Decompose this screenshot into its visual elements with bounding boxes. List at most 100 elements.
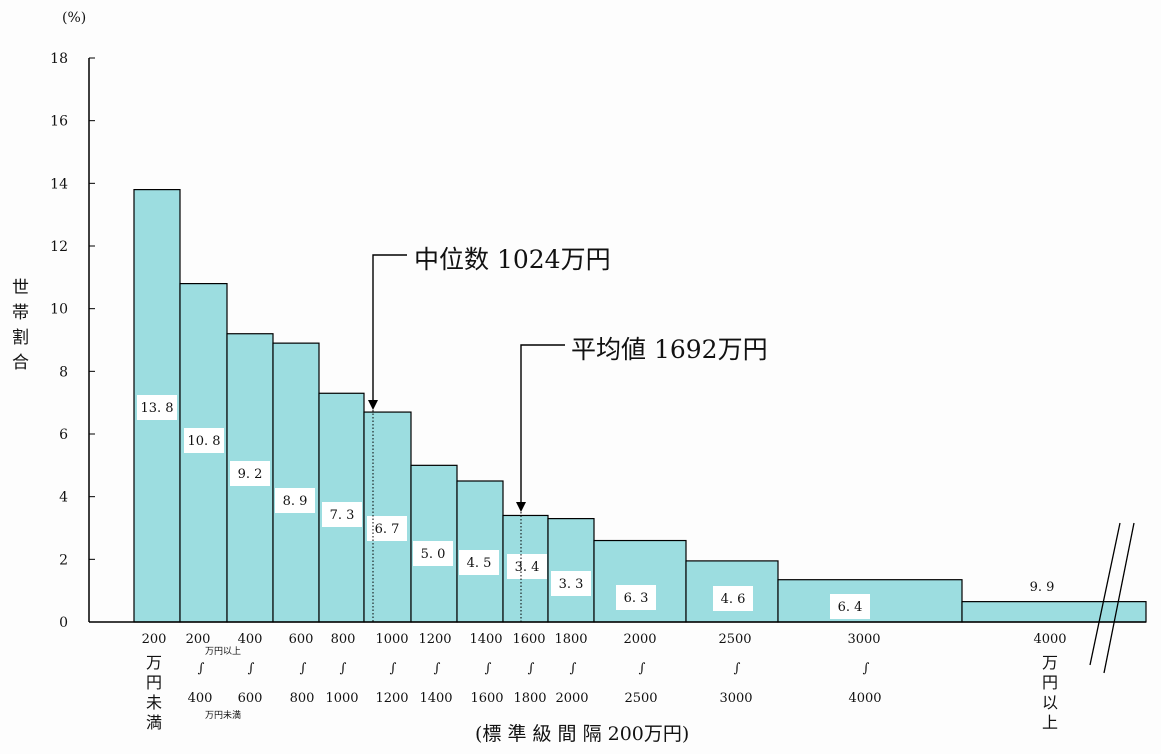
y-axis-label: 世帯割合 xyxy=(8,278,29,378)
data-label-box xyxy=(322,502,362,527)
x-tick-label-top: 600 xyxy=(289,632,314,647)
data-label-box xyxy=(275,488,315,513)
data-label: 13. 8 xyxy=(140,401,173,416)
data-label-box xyxy=(137,395,177,420)
bar xyxy=(272,342,320,623)
x-tick-label-top: 800 xyxy=(331,632,356,647)
x-tick-label-top: 200 xyxy=(142,632,167,647)
x-tick-label-bottom: 1600 xyxy=(470,691,503,706)
mean-label: 平均値 1692万円 xyxy=(571,335,768,364)
x-tick-label-bottom: 2500 xyxy=(624,691,657,706)
data-label: 10. 8 xyxy=(187,434,220,449)
y-tick-label: 8 xyxy=(59,364,68,380)
bars xyxy=(133,189,1147,623)
y-tick-label: 12 xyxy=(50,239,68,255)
x-tick-label-vertical-char: 円 xyxy=(146,673,162,692)
x-tick-note: 万円未満 xyxy=(205,709,241,721)
x-tick-label-top: 3000 xyxy=(847,632,880,647)
range-wiggle-icon: ∫ xyxy=(734,661,741,676)
x-tick-label-vertical-char: 満 xyxy=(146,713,162,732)
x-tick-labels: 200万円未満200∫400万円以上万円未満400∫600600∫800800∫… xyxy=(142,632,1067,732)
x-tick-note: 万円以上 xyxy=(205,646,241,657)
x-tick-label-vertical-char: 万 xyxy=(146,653,162,672)
range-wiggle-icon: ∫ xyxy=(485,661,492,676)
data-label: 9. 9 xyxy=(1030,580,1055,595)
data-label-box xyxy=(367,516,407,541)
y-tick-label: 2 xyxy=(59,552,68,568)
data-label: 3. 4 xyxy=(515,560,540,575)
x-tick-label-bottom: 1400 xyxy=(419,691,452,706)
mean-arrowhead xyxy=(516,502,526,512)
y-tick-label: 6 xyxy=(59,427,68,443)
y-tick-label: 0 xyxy=(59,615,68,631)
range-wiggle-icon: ∫ xyxy=(390,661,397,676)
range-wiggle-icon: ∫ xyxy=(863,661,870,676)
x-tick-label-top: 1400 xyxy=(469,632,502,647)
data-label: 3. 3 xyxy=(559,577,584,592)
x-tick-label-vertical-char: 万 xyxy=(1042,653,1058,672)
x-tick-label-bottom: 800 xyxy=(290,691,315,706)
median-arrowhead xyxy=(368,400,378,410)
y-axis-ticks: 0 2 4 6 8 10 12 14 16 18 xyxy=(50,51,95,631)
range-wiggle-icon: ∫ xyxy=(434,661,441,676)
data-label: 4. 5 xyxy=(467,556,492,571)
data-label-box xyxy=(616,585,656,610)
data-label-box xyxy=(184,428,224,453)
median-arrow xyxy=(372,254,407,402)
range-wiggle-icon: ∫ xyxy=(639,661,646,676)
x-tick-label-top: 1000 xyxy=(375,632,408,647)
x-tick-label-bottom: 4000 xyxy=(848,691,881,706)
x-tick-label-top: 200 xyxy=(186,632,211,647)
x-tick-label-bottom: 1800 xyxy=(513,691,546,706)
x-tick-label-vertical-char: 以 xyxy=(1042,693,1058,712)
range-wiggle-icon: ∫ xyxy=(570,661,577,676)
data-label-box xyxy=(713,586,753,611)
data-label-box xyxy=(830,594,870,619)
x-tick-label-top: 400 xyxy=(238,632,263,647)
range-wiggle-icon: ∫ xyxy=(300,661,307,676)
y-tick-label: 18 xyxy=(50,51,68,67)
x-tick-label-top: 2000 xyxy=(623,632,656,647)
data-labels: 13. 8 10. 8 9. 2 8. 9 7. 3 6. 7 5. 0 4. 5 3. 4 3.… xyxy=(137,395,1054,619)
data-label-box xyxy=(459,550,499,575)
mean-annotation: 平均値 1692万円 xyxy=(516,335,768,622)
x-tick-label-top: 1600 xyxy=(512,632,545,647)
y-tick-label: 14 xyxy=(50,176,68,192)
x-tick-label-vertical-char: 上 xyxy=(1042,713,1058,732)
x-tick-label-top: 2500 xyxy=(718,632,751,647)
data-label-box xyxy=(230,461,270,486)
bar xyxy=(961,601,1147,623)
median-annotation: 中位数 1024万円 xyxy=(368,245,611,622)
data-label: 8. 9 xyxy=(283,494,308,509)
range-wiggle-icon: ∫ xyxy=(248,661,255,676)
x-tick-label-top: 1200 xyxy=(418,632,451,647)
y-tick-label: 16 xyxy=(50,114,68,130)
x-tick-label-top: 4000 xyxy=(1033,632,1066,647)
median-label: 中位数 1024万円 xyxy=(414,245,611,274)
x-tick-label-bottom: 1000 xyxy=(325,691,358,706)
range-wiggle-icon: ∫ xyxy=(198,661,205,676)
x-tick-label-bottom: 3000 xyxy=(719,691,752,706)
data-label: 4. 6 xyxy=(721,592,746,607)
axis-break-mark xyxy=(1103,522,1135,674)
data-label: 6. 3 xyxy=(624,591,649,606)
x-tick-label-bottom: 400 xyxy=(188,691,213,706)
data-label: 9. 2 xyxy=(238,467,263,482)
data-label-box xyxy=(507,554,547,579)
data-label-box xyxy=(551,571,591,596)
x-tick-label-bottom: 2000 xyxy=(555,691,588,706)
data-label: 6. 4 xyxy=(838,600,863,615)
data-label: 7. 3 xyxy=(330,508,355,523)
x-tick-label-vertical-char: 円 xyxy=(1042,673,1058,692)
data-label-box xyxy=(413,541,453,566)
y-tick-label: 4 xyxy=(59,490,68,506)
x-tick-label-bottom: 600 xyxy=(238,691,263,706)
x-tick-label-vertical-char: 未 xyxy=(146,693,162,712)
x-tick-label-top: 1800 xyxy=(554,632,587,647)
data-label: 6. 7 xyxy=(375,522,400,537)
mean-arrow xyxy=(520,344,565,503)
y-tick-label: 10 xyxy=(50,302,68,318)
y-unit-label: (%) xyxy=(62,10,86,26)
data-label: 5. 0 xyxy=(421,547,446,562)
